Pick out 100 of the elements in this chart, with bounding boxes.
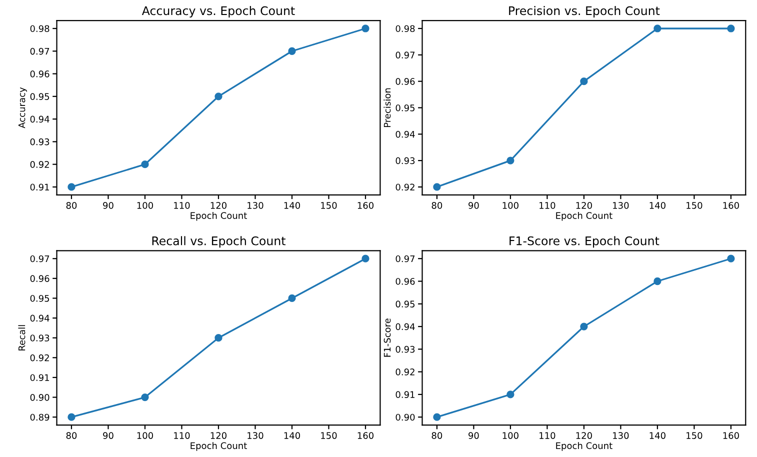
point xyxy=(580,322,588,330)
y-tick-label: 0.93 xyxy=(30,138,50,146)
y-tick-label: 0.97 xyxy=(396,255,415,262)
x-axis-title: Epoch Count xyxy=(556,212,612,221)
chart-title: Recall vs. Epoch Count xyxy=(152,236,286,248)
x-tick-label: 110 xyxy=(540,432,556,439)
x-tick-label: 100 xyxy=(137,432,153,439)
y-tick-label: 0.91 xyxy=(30,374,49,382)
x-tick-label: 80 xyxy=(432,202,442,209)
x-tick-label: 120 xyxy=(576,202,592,209)
x-tick-label: 130 xyxy=(248,432,264,439)
chart-title: F1-Score vs. Epoch Count xyxy=(510,236,660,248)
y-tick-label: 0.92 xyxy=(30,161,49,168)
point xyxy=(727,24,735,32)
y-tick-label: 0.89 xyxy=(30,414,50,421)
x-tick-label: 150 xyxy=(686,202,702,209)
y-tick-label: 0.97 xyxy=(30,48,50,55)
point xyxy=(580,77,588,86)
y-tick-label: 0.98 xyxy=(30,25,50,32)
x-tick-label: 110 xyxy=(540,202,556,209)
y-tick-label: 0.95 xyxy=(30,93,50,100)
y-tick-label: 0.90 xyxy=(30,394,50,401)
y-tick-label: 0.95 xyxy=(396,300,414,308)
chart-title: Precision vs. Epoch Count xyxy=(509,6,660,18)
x-tick-label: 130 xyxy=(248,202,264,209)
y-tick-label: 0.96 xyxy=(396,278,415,285)
x-tick-label: 80 xyxy=(66,202,77,209)
x-axis-title: Epoch Count xyxy=(190,442,247,451)
x-tick-label: 100 xyxy=(137,202,153,209)
point xyxy=(288,294,296,302)
point xyxy=(214,92,222,100)
y-axis-title: F1-Score xyxy=(384,318,391,357)
y-tick-label: 0.94 xyxy=(30,116,50,123)
y-tick-label: 0.93 xyxy=(30,334,50,342)
x-tick-label: 80 xyxy=(432,432,442,439)
x-tick-label: 140 xyxy=(284,202,300,209)
point xyxy=(506,390,514,398)
x-tick-label: 140 xyxy=(284,432,300,439)
x-tick-label: 120 xyxy=(210,432,226,439)
x-tick-label: 120 xyxy=(576,432,592,439)
point xyxy=(506,156,514,164)
y-tick-label: 0.95 xyxy=(30,294,50,302)
x-tick-label: 80 xyxy=(66,432,77,439)
x-tick-label: 160 xyxy=(358,202,374,209)
x-tick-label: 130 xyxy=(613,202,629,209)
point xyxy=(654,24,662,32)
y-tick-label: 0.94 xyxy=(396,323,415,330)
x-axis-title: Epoch Count xyxy=(190,212,247,221)
x-tick-label: 90 xyxy=(468,202,479,209)
y-tick-label: 0.97 xyxy=(30,255,50,262)
x-tick-label: 100 xyxy=(502,202,518,209)
x-tick-label: 160 xyxy=(723,432,739,439)
x-axis-title: Epoch Count xyxy=(556,442,612,451)
point xyxy=(433,183,441,191)
x-tick-label: 140 xyxy=(650,202,666,209)
point xyxy=(288,47,296,55)
x-tick-label: 110 xyxy=(174,202,190,209)
y-tick-label: 0.90 xyxy=(396,414,415,421)
point xyxy=(141,393,149,402)
point xyxy=(654,277,662,286)
y-axis-title: Recall xyxy=(18,325,26,350)
y-tick-label: 0.92 xyxy=(396,368,414,376)
y-tick-label: 0.96 xyxy=(30,275,50,282)
y-tick-label: 0.93 xyxy=(396,157,415,164)
x-tick-label: 150 xyxy=(686,432,702,439)
y-tick-label: 0.98 xyxy=(396,25,415,32)
x-tick-label: 90 xyxy=(103,202,114,209)
y-tick-label: 0.95 xyxy=(396,104,414,112)
x-tick-label: 130 xyxy=(613,432,629,439)
x-tick-label: 110 xyxy=(174,432,190,439)
y-tick-label: 0.96 xyxy=(396,78,415,85)
x-tick-label: 160 xyxy=(358,432,374,439)
y-axis-title: Precision xyxy=(384,88,391,127)
point xyxy=(362,254,370,262)
y-tick-label: 0.96 xyxy=(30,70,50,78)
point xyxy=(362,24,370,32)
x-tick-label: 90 xyxy=(468,432,479,439)
y-tick-label: 0.93 xyxy=(396,346,415,353)
x-tick-label: 160 xyxy=(723,202,739,209)
point xyxy=(141,160,149,168)
y-tick-label: 0.92 xyxy=(396,184,414,191)
y-tick-label: 0.97 xyxy=(396,52,415,58)
point xyxy=(214,334,222,342)
point xyxy=(727,254,735,262)
point xyxy=(68,183,76,191)
x-tick-label: 150 xyxy=(321,202,337,209)
x-tick-label: 140 xyxy=(650,432,666,439)
y-tick-label: 0.91 xyxy=(30,184,49,191)
point xyxy=(68,413,76,421)
x-tick-label: 150 xyxy=(321,432,337,439)
point xyxy=(433,413,441,421)
y-tick-label: 0.92 xyxy=(30,354,49,362)
y-tick-label: 0.91 xyxy=(396,391,414,398)
y-axis-title: Accuracy xyxy=(18,87,27,128)
chart-title: Accuracy vs. Epoch Count xyxy=(142,6,295,18)
x-tick-label: 100 xyxy=(502,432,518,439)
x-tick-label: 90 xyxy=(103,432,114,439)
y-tick-label: 0.94 xyxy=(30,314,50,322)
x-tick-label: 120 xyxy=(210,202,226,209)
y-tick-label: 0.94 xyxy=(396,130,415,138)
